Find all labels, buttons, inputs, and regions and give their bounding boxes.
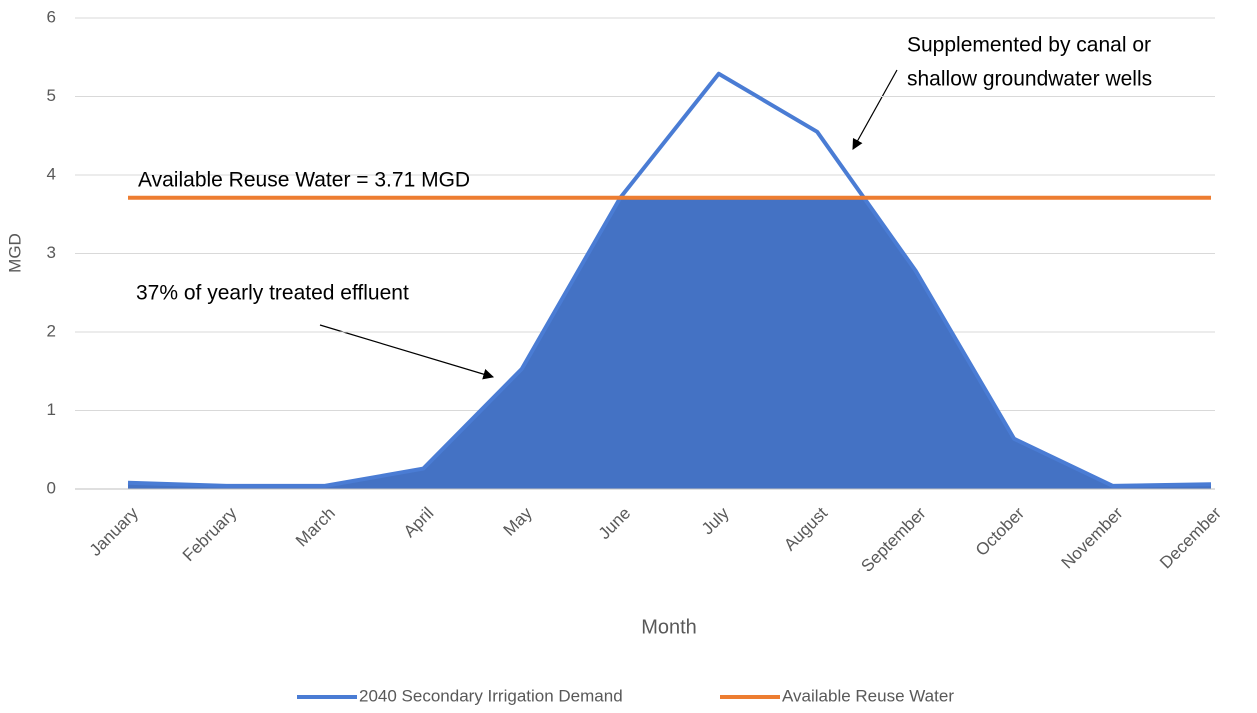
- x-tick-label: May: [500, 503, 536, 539]
- y-tick-label: 6: [47, 7, 56, 26]
- legend-label: Available Reuse Water: [782, 686, 954, 705]
- x-tick-label: August: [780, 503, 831, 554]
- annotation: shallow groundwater wells: [907, 68, 1152, 91]
- x-tick-label: April: [400, 504, 437, 541]
- y-tick-label: 5: [47, 86, 56, 105]
- legend-label: 2040 Secondary Irrigation Demand: [359, 686, 623, 705]
- x-tick-label: November: [1058, 503, 1127, 572]
- series-line: [127, 71, 1212, 488]
- annotation: Supplemented by canal or: [907, 34, 1151, 57]
- x-tick-label: September: [857, 503, 929, 575]
- annotation-arrow: [852, 69, 898, 150]
- x-tick-label: July: [698, 503, 733, 538]
- y-tick-label: 4: [47, 164, 56, 183]
- reuse-area: [128, 197, 1211, 489]
- x-tick-label: January: [86, 503, 143, 560]
- x-tick-label: October: [972, 503, 1028, 559]
- y-tick-label: 3: [47, 243, 56, 262]
- x-tick-label: December: [1156, 503, 1225, 572]
- x-tick-label: June: [595, 504, 635, 544]
- annotation-arrow: [319, 324, 495, 380]
- y-tick-label: 0: [47, 478, 56, 497]
- x-tick-label: March: [292, 504, 339, 551]
- annotation: 37% of yearly treated effluent: [136, 282, 409, 305]
- y-tick-label: 2: [47, 321, 56, 340]
- y-tick-label: 1: [47, 400, 56, 419]
- x-axis-label: Month: [641, 616, 697, 638]
- y-axis-label: MGD: [5, 233, 24, 273]
- annotation: Available Reuse Water = 3.71 MGD: [138, 169, 470, 192]
- x-tick-label: February: [179, 503, 241, 565]
